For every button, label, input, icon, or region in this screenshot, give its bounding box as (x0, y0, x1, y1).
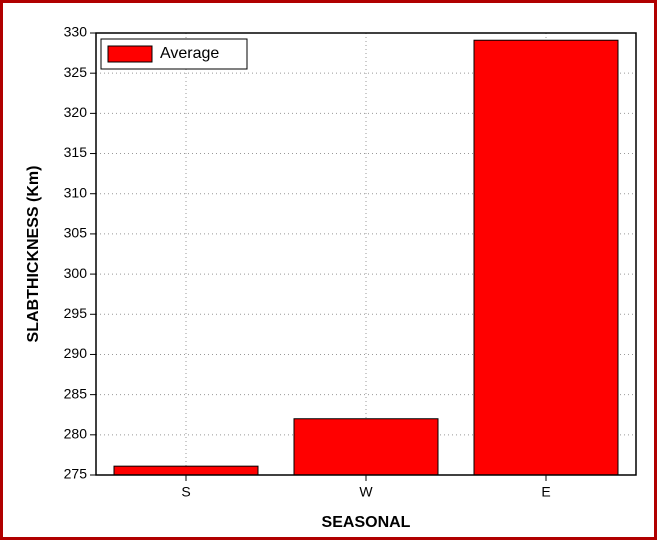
y-axis-label: SLABTHICKNESS (Km) (25, 166, 42, 343)
x-tick-label: E (541, 484, 550, 500)
y-tick-label: 310 (64, 184, 88, 200)
bar (473, 39, 619, 476)
legend-swatch (107, 45, 153, 63)
y-tick-label: 320 (64, 104, 88, 120)
bar (113, 465, 259, 476)
y-tick-label: 325 (64, 64, 88, 80)
legend-label: Average (160, 45, 219, 62)
y-tick-label: 280 (64, 426, 88, 442)
x-axis-label: SEASONAL (322, 514, 411, 531)
bar (293, 418, 439, 476)
x-tick-label: W (359, 484, 373, 500)
y-tick-label: 330 (64, 24, 88, 40)
y-tick-label: 315 (64, 144, 88, 160)
y-tick-label: 295 (64, 305, 88, 321)
y-tick-label: 275 (64, 466, 88, 482)
plot-frame (95, 32, 637, 476)
y-tick-label: 300 (64, 265, 88, 281)
y-tick-label: 305 (64, 225, 88, 241)
x-tick-label: S (181, 484, 190, 500)
y-tick-label: 290 (64, 345, 88, 361)
y-tick-label: 285 (64, 385, 88, 401)
